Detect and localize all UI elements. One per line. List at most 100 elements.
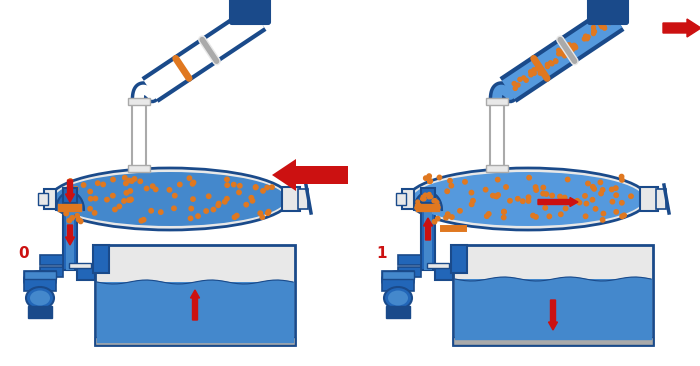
Circle shape (188, 216, 193, 221)
FancyArrow shape (66, 225, 74, 245)
Circle shape (541, 185, 545, 190)
Bar (435, 268, 453, 280)
Circle shape (601, 188, 605, 192)
Circle shape (508, 199, 512, 203)
Bar (421, 195, 435, 270)
Circle shape (585, 37, 589, 41)
Circle shape (424, 176, 428, 180)
Circle shape (428, 179, 433, 183)
Ellipse shape (382, 275, 414, 289)
Circle shape (128, 189, 132, 193)
Circle shape (538, 67, 541, 71)
Circle shape (267, 209, 271, 214)
Circle shape (167, 188, 172, 192)
Circle shape (234, 213, 239, 218)
Bar (97, 282, 293, 329)
Circle shape (563, 54, 566, 58)
Circle shape (124, 181, 128, 186)
Circle shape (68, 179, 73, 183)
Bar (44, 189, 56, 209)
Circle shape (196, 214, 200, 218)
Circle shape (556, 52, 561, 56)
Circle shape (139, 219, 144, 223)
Bar (427, 263, 449, 268)
Bar (93, 245, 109, 273)
Circle shape (149, 209, 153, 213)
Circle shape (424, 193, 427, 197)
Circle shape (534, 188, 538, 192)
Circle shape (554, 59, 558, 63)
Circle shape (435, 201, 439, 204)
Circle shape (602, 25, 606, 29)
Ellipse shape (408, 168, 648, 230)
Circle shape (592, 31, 596, 36)
Circle shape (232, 182, 236, 187)
Circle shape (430, 204, 435, 208)
Circle shape (471, 199, 475, 203)
Circle shape (538, 71, 543, 75)
Circle shape (216, 203, 221, 208)
Circle shape (416, 203, 419, 207)
Circle shape (592, 29, 596, 33)
Circle shape (78, 219, 83, 224)
Circle shape (494, 194, 499, 199)
Circle shape (603, 21, 607, 25)
Ellipse shape (50, 168, 290, 230)
Circle shape (563, 195, 567, 200)
Circle shape (544, 192, 549, 196)
Circle shape (598, 191, 603, 196)
Circle shape (501, 215, 506, 220)
Circle shape (433, 199, 437, 202)
Ellipse shape (24, 273, 56, 287)
Circle shape (448, 179, 452, 183)
Ellipse shape (382, 273, 414, 287)
Circle shape (232, 215, 237, 220)
Bar (128, 165, 150, 172)
Ellipse shape (24, 271, 56, 285)
Circle shape (449, 183, 454, 188)
Circle shape (629, 194, 634, 198)
Circle shape (260, 215, 265, 219)
Circle shape (130, 179, 134, 183)
Circle shape (92, 211, 97, 215)
Bar (132, 100, 146, 170)
Bar (28, 306, 52, 318)
Circle shape (64, 197, 69, 202)
Circle shape (536, 67, 539, 71)
Circle shape (421, 197, 424, 201)
Circle shape (416, 200, 419, 203)
Circle shape (614, 193, 618, 197)
Circle shape (608, 20, 612, 25)
Circle shape (429, 195, 433, 199)
Circle shape (172, 206, 176, 210)
Circle shape (620, 178, 624, 182)
Circle shape (569, 199, 573, 203)
Circle shape (570, 45, 574, 49)
Circle shape (575, 199, 580, 203)
Circle shape (117, 204, 122, 209)
Circle shape (502, 209, 506, 214)
Circle shape (558, 194, 562, 199)
Circle shape (592, 25, 596, 29)
Circle shape (445, 189, 449, 194)
Bar (382, 271, 414, 291)
Circle shape (526, 195, 531, 199)
Circle shape (225, 177, 229, 182)
Ellipse shape (382, 271, 414, 285)
Circle shape (265, 211, 270, 215)
Bar (455, 279, 651, 329)
Circle shape (417, 205, 421, 209)
Circle shape (574, 46, 578, 50)
Circle shape (191, 197, 195, 201)
Circle shape (547, 214, 552, 219)
Circle shape (536, 66, 540, 70)
Circle shape (153, 187, 158, 191)
Circle shape (216, 201, 221, 206)
Circle shape (67, 219, 71, 223)
Circle shape (564, 206, 568, 211)
Circle shape (75, 214, 79, 218)
Bar (282, 187, 300, 211)
Circle shape (531, 213, 536, 218)
Circle shape (516, 197, 520, 201)
Circle shape (70, 216, 74, 220)
